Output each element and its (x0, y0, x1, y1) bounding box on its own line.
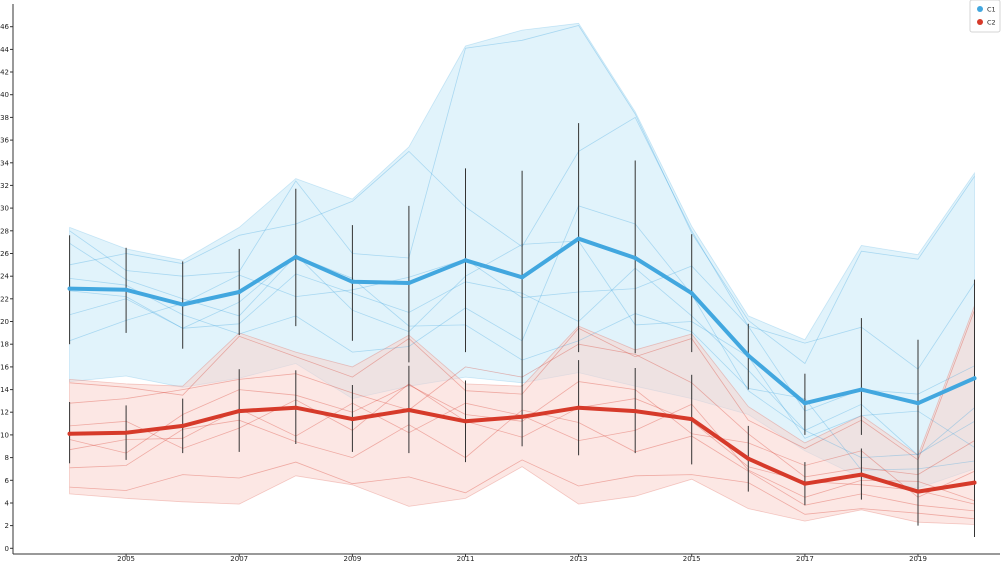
y-tick-label-0: 0 (5, 545, 9, 553)
mean-point-c2-2012 (520, 414, 525, 419)
y-tick-label-26: 26 (0, 250, 9, 258)
y-tick-label-6: 6 (5, 477, 10, 485)
mean-point-c2-2004 (67, 431, 72, 436)
mean-point-c2-2018 (859, 472, 864, 477)
legend: C1 C2 (969, 0, 1001, 33)
y-tick-label-30: 30 (0, 205, 9, 213)
legend-marker-c1 (977, 6, 983, 12)
mean-point-c2-2015 (689, 417, 694, 422)
y-tick-label-34: 34 (0, 159, 9, 167)
x-tick-label-2011: 2011 (457, 555, 475, 563)
mean-point-c1-2013 (576, 236, 581, 241)
mean-point-c1-2015 (689, 291, 694, 296)
y-tick-label-32: 32 (0, 182, 9, 190)
axes-layer (12, 4, 1000, 555)
mean-lines-layer (67, 236, 977, 494)
y-tick-label-22: 22 (0, 295, 9, 303)
mean-point-c2-2009 (350, 417, 355, 422)
mean-point-c2-2005 (124, 430, 129, 435)
x-tick-label-2009: 2009 (343, 555, 361, 563)
y-tick-label-46: 46 (0, 23, 9, 31)
x-tick-label-2017: 2017 (796, 555, 814, 563)
y-tick-label-14: 14 (0, 386, 9, 394)
y-tick-label-36: 36 (0, 137, 9, 145)
mean-point-c2-2014 (633, 409, 638, 414)
y-tick-label-28: 28 (0, 227, 9, 235)
y-tick-label-12: 12 (0, 409, 9, 417)
mean-point-c1-2017 (802, 401, 807, 406)
legend-label-c2: C2 (987, 19, 996, 27)
mean-point-c2-2011 (463, 419, 468, 424)
y-tick-label-42: 42 (0, 69, 9, 77)
y-tick-label-24: 24 (0, 273, 9, 281)
y-tick-label-2: 2 (5, 522, 9, 530)
mean-point-c2-2007 (237, 409, 242, 414)
x-tick-label-2005: 2005 (117, 555, 135, 563)
y-tick-label-18: 18 (0, 341, 9, 349)
x-tick-label-2015: 2015 (683, 555, 701, 563)
y-tick-label-38: 38 (0, 114, 9, 122)
mean-point-c1-2005 (124, 287, 129, 292)
legend-label-c1: C1 (987, 6, 996, 14)
mean-point-c1-2014 (633, 256, 638, 260)
mean-point-c2-2008 (293, 405, 298, 410)
mean-point-c1-2020 (972, 376, 977, 381)
mean-point-c1-2004 (67, 286, 72, 291)
individual-line-c2-7 (69, 459, 975, 520)
mean-point-c1-2018 (859, 387, 864, 392)
x-tick-label-2019: 2019 (909, 555, 927, 563)
y-tick-label-10: 10 (0, 431, 9, 439)
individual-line-c1-1 (69, 25, 975, 365)
mean-point-c1-2006 (180, 302, 185, 307)
ticks-layer: 0246810121416182022242628303234363840424… (0, 23, 927, 563)
y-tick-label-20: 20 (0, 318, 9, 326)
y-tick-label-4: 4 (5, 500, 10, 508)
mean-point-c2-2017 (802, 481, 807, 486)
y-tick-label-40: 40 (0, 91, 9, 99)
y-tick-label-16: 16 (0, 363, 9, 371)
mean-point-c1-2009 (350, 279, 355, 284)
y-tick-label-8: 8 (5, 454, 9, 462)
y-tick-label-44: 44 (0, 46, 9, 54)
legend-marker-c2 (977, 19, 983, 25)
mean-point-c2-2019 (916, 489, 920, 494)
mean-point-c1-2019 (916, 401, 920, 406)
mean-point-c2-2010 (406, 408, 411, 412)
mean-point-c2-2020 (972, 480, 977, 485)
mean-point-c1-2016 (746, 353, 751, 358)
mean-point-c2-2006 (180, 423, 185, 428)
mean-point-c1-2011 (463, 258, 468, 263)
x-tick-label-2013: 2013 (570, 555, 588, 563)
x-tick-label-2007: 2007 (230, 555, 248, 563)
mean-point-c1-2007 (237, 290, 242, 294)
mean-point-c2-2016 (746, 456, 751, 461)
mean-point-c1-2010 (406, 281, 411, 285)
mean-point-c1-2012 (520, 275, 525, 280)
mean-point-c2-2013 (576, 405, 581, 410)
mean-point-c1-2008 (293, 254, 298, 259)
